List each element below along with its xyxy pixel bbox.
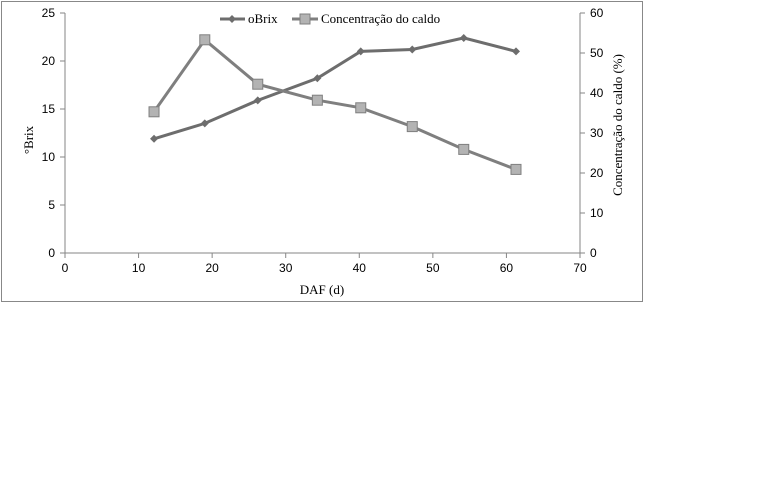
- data-point-concentracao: [355, 102, 367, 114]
- data-point-brix: [200, 119, 209, 128]
- data-point-brix: [356, 47, 365, 56]
- data-point-concentracao: [148, 106, 160, 118]
- x-tick-label: 20: [205, 261, 219, 275]
- y-tick-label: 5: [48, 198, 55, 212]
- y-tick-label: 20: [42, 54, 56, 68]
- data-point-concentracao: [510, 163, 522, 175]
- x-axis-label: DAF (d): [300, 282, 344, 297]
- data-point-concentracao: [311, 94, 323, 106]
- series-line-brix: [153, 36, 517, 141]
- y-axis-label: °Brix: [21, 125, 36, 154]
- y-tick-label: 25: [42, 6, 56, 20]
- y2-tick-label: 20: [590, 166, 604, 180]
- y2-axis-label: Concentração do caldo (%): [610, 54, 625, 196]
- data-point-brix: [408, 45, 417, 54]
- data-point-brix: [150, 134, 159, 143]
- data-point-brix: [313, 74, 322, 83]
- y2-tick-label: 60: [590, 6, 604, 20]
- y-tick-label: 0: [48, 246, 55, 260]
- chart-frame: [1, 1, 643, 302]
- legend-marker-brix: [228, 15, 236, 23]
- y-tick-label: 10: [42, 150, 56, 164]
- data-point-concentracao: [406, 121, 418, 133]
- y2-tick-label: 10: [590, 206, 604, 220]
- x-tick-label: 50: [426, 261, 440, 275]
- data-point-brix: [253, 96, 262, 105]
- y2-tick-label: 50: [590, 46, 604, 60]
- legend-marker-concentracao: [299, 13, 311, 25]
- x-tick-label: 30: [279, 261, 293, 275]
- legend-label-concentracao: Concentração do caldo: [321, 11, 440, 26]
- x-tick-label: 60: [500, 261, 514, 275]
- data-point-concentracao: [252, 78, 264, 90]
- data-point-concentracao: [458, 143, 470, 155]
- x-tick-label: 40: [353, 261, 367, 275]
- data-point-brix: [511, 47, 520, 56]
- y-tick-label: 15: [42, 102, 56, 116]
- y2-tick-label: 40: [590, 86, 604, 100]
- legend-label-brix: oBrix: [248, 11, 278, 26]
- y2-tick-label: 0: [590, 246, 597, 260]
- x-tick-label: 10: [132, 261, 146, 275]
- legend: oBrix Concentração do caldo: [220, 11, 440, 26]
- y2-tick-label: 30: [590, 126, 604, 140]
- data-point-concentracao: [199, 34, 211, 46]
- series-line-concentracao: [152, 37, 517, 171]
- x-tick-label: 70: [573, 261, 587, 275]
- data-point-brix: [459, 33, 468, 42]
- x-tick-label: 0: [62, 261, 69, 275]
